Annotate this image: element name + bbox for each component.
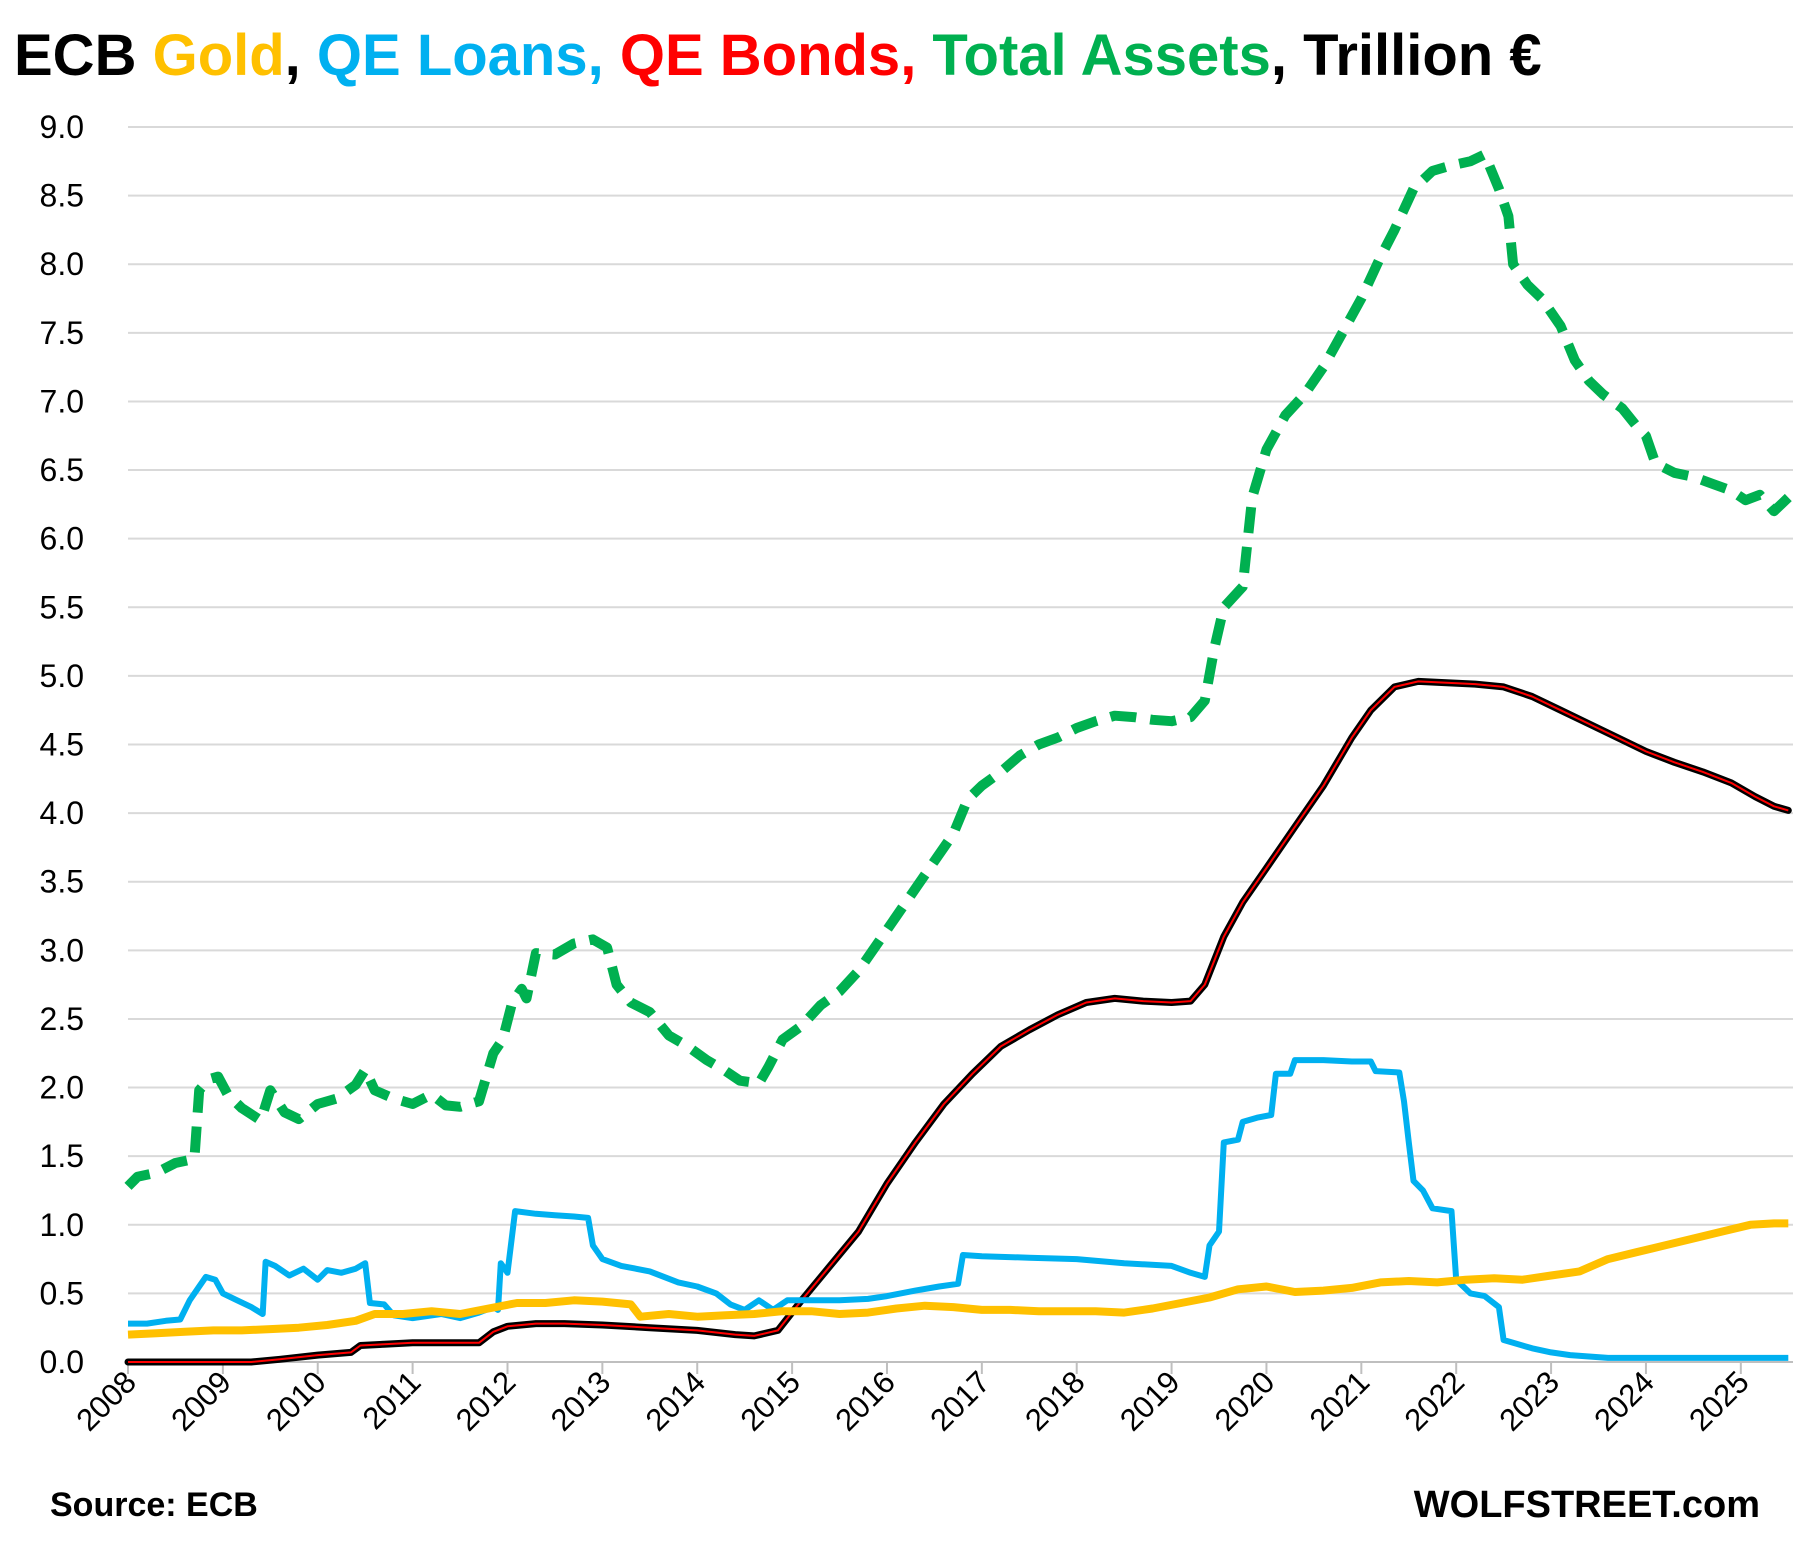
title-part-qe-loans: QE Loans, (316, 23, 604, 88)
y-tick-label-4.0: 4.0 (40, 795, 84, 831)
y-tick-label-0.5: 0.5 (40, 1275, 84, 1311)
y-tick-label-8.0: 8.0 (40, 246, 84, 282)
series-line-total-assets (124, 149, 1792, 1190)
x-tick-label-2023: 2023 (1493, 1364, 1567, 1438)
x-tick-label-2012: 2012 (449, 1364, 523, 1438)
series-lines (124, 149, 1792, 1366)
y-tick-label-1.5: 1.5 (40, 1138, 84, 1174)
x-tick-label-2019: 2019 (1113, 1364, 1187, 1438)
y-tick-label-1.0: 1.0 (40, 1207, 84, 1243)
title-part-unit: , Trillion € (1270, 23, 1542, 88)
y-tick-label-3.5: 3.5 (40, 864, 84, 900)
x-tick-label-2011: 2011 (356, 1364, 428, 1436)
x-tick-label-2010: 2010 (259, 1364, 333, 1438)
y-tick-label-2.0: 2.0 (40, 1070, 84, 1106)
source-label: Source: ECB (50, 1486, 258, 1524)
y-tick-label-8.5: 8.5 (40, 178, 84, 214)
series-line-qe-loans (128, 1057, 1789, 1361)
title-part-ecb: ECB (14, 23, 153, 88)
x-tick-label-2014: 2014 (639, 1364, 713, 1438)
y-tick-label-4.5: 4.5 (40, 727, 84, 763)
y-tick-label-6.5: 6.5 (40, 452, 84, 488)
title-part-comma-1: , (284, 23, 317, 88)
x-tick-label-2016: 2016 (828, 1364, 902, 1438)
series-line-gold (127, 1219, 1789, 1339)
x-tick-label-2017: 2017 (923, 1364, 997, 1438)
x-tick-label-2024: 2024 (1587, 1364, 1661, 1438)
x-tick-label-2022: 2022 (1398, 1364, 1472, 1438)
x-tick-label-2013: 2013 (544, 1364, 618, 1438)
y-tick-label-6.0: 6.0 (40, 521, 84, 557)
y-axis-ticks: 0.0 0.5 1.0 1.5 2.0 2.5 3.0 3.5 4.0 4.5 5.0 5.5 6.0 6… (40, 109, 84, 1380)
y-tick-label-2.5: 2.5 (40, 1001, 84, 1037)
x-tick-label-2021: 2021 (1303, 1364, 1377, 1438)
title-part-total-assets: Total Assets (916, 23, 1271, 88)
y-tick-label-3.0: 3.0 (40, 932, 84, 968)
brand-label: WOLFSTREET.com (1413, 1484, 1760, 1526)
series-line-qe-bonds-outline (124, 677, 1792, 1366)
gridlines (128, 126, 1793, 1295)
x-tick-label-2025: 2025 (1682, 1364, 1756, 1438)
series-line-qe-bonds (128, 680, 1789, 1363)
y-tick-label-0.0: 0.0 (40, 1344, 84, 1380)
title-part-qe-bonds: QE Bonds, (603, 23, 917, 88)
x-tick-label-2018: 2018 (1018, 1364, 1092, 1438)
y-tick-label-7.0: 7.0 (40, 383, 84, 419)
y-tick-label-5.5: 5.5 (40, 589, 84, 625)
x-tick-label-2020: 2020 (1208, 1364, 1282, 1438)
y-tick-label-9.0: 9.0 (40, 109, 84, 145)
x-tick-label-2015: 2015 (734, 1364, 808, 1438)
title-part-gold: Gold (152, 23, 285, 88)
x-tick-label-2009: 2009 (164, 1364, 238, 1438)
y-tick-label-5.0: 5.0 (40, 658, 84, 694)
chart-title: ECB Gold, QE Loans, QE Bonds, Total Asse… (14, 22, 1542, 89)
x-axis-ticks: 2008 2009 2010 2011 2012 2013 2014 2015 2016 2017… (69, 1364, 1755, 1438)
y-tick-label-7.5: 7.5 (40, 315, 84, 351)
